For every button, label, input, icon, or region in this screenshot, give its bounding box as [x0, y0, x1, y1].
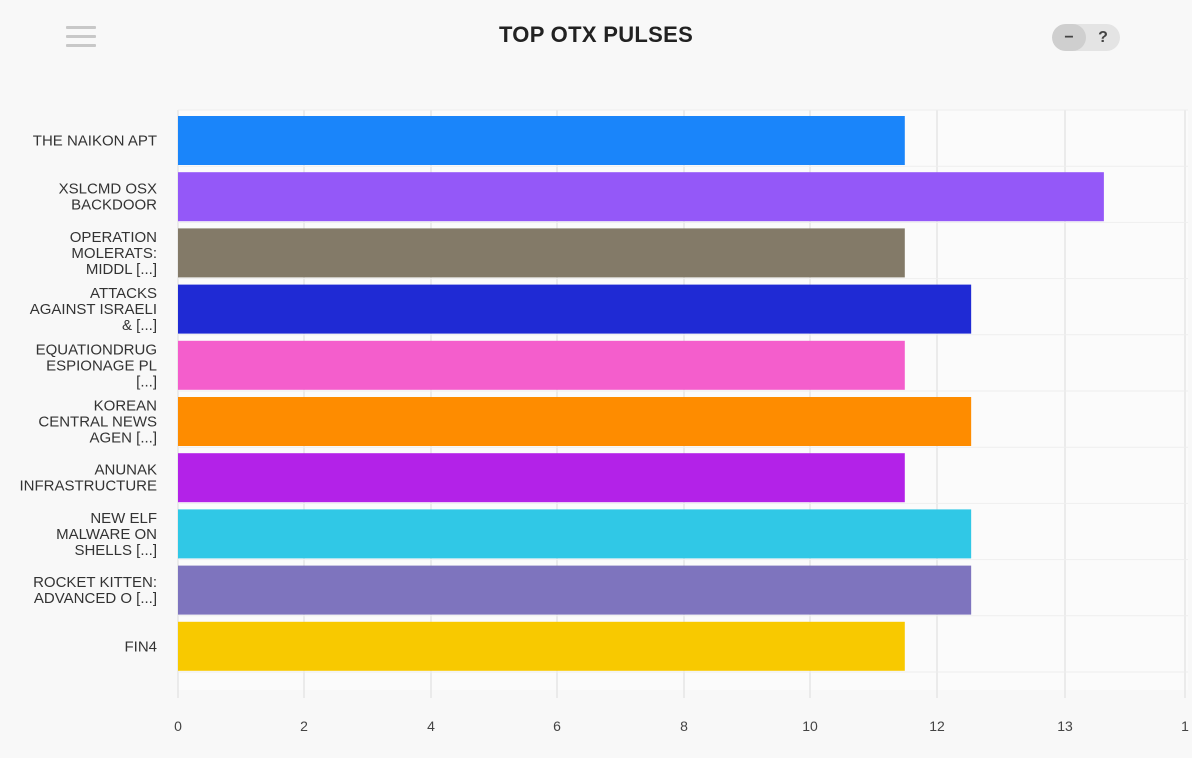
bar[interactable] [178, 453, 905, 503]
bar[interactable] [178, 172, 1104, 222]
chart-title: TOP OTX PULSES [498, 22, 694, 47]
bar[interactable] [178, 565, 972, 615]
bar[interactable] [178, 284, 972, 334]
category-label-line: OPERATION [70, 229, 157, 246]
category-label-line: FIN4 [124, 638, 157, 655]
category-label-line: MALWARE ON [56, 526, 157, 543]
hamburger-icon-line [66, 35, 96, 38]
category-label-line: MIDDL [...] [86, 261, 157, 278]
category-label: NEW ELF MALWARE ON SHELLS [...] [56, 510, 157, 559]
x-tick-label: 12 [929, 718, 945, 734]
x-tick-label: 4 [427, 718, 435, 734]
category-label-line: NEW ELF [90, 510, 157, 527]
category-label: ANUNAK INFRASTRUCTURE [20, 462, 158, 495]
category-label-line: [...] [136, 373, 157, 390]
category-label: ROCKET KITTEN: ADVANCED O [...] [33, 574, 157, 607]
category-label-line: AGEN [...] [89, 430, 157, 447]
x-tick-label: 10 [802, 718, 818, 734]
category-label-line: EQUATIONDRUG [36, 341, 157, 358]
category-label-line: MOLERATS: [71, 245, 157, 262]
bar[interactable] [178, 340, 905, 390]
x-tick-label: 6 [553, 718, 561, 734]
category-label: KOREAN CENTRAL NEWS AGEN [...] [38, 398, 157, 447]
category-label: ATTACKS AGAINST ISRAELI & [...] [30, 285, 157, 334]
category-label-line: ESPIONAGE PL [46, 357, 157, 374]
x-tick-label: 1 [1181, 718, 1189, 734]
category-label-line: THE NAIKON APT [33, 133, 157, 150]
minimize-button[interactable]: − [1052, 24, 1086, 51]
bar[interactable] [178, 116, 905, 165]
category-label-line: & [...] [122, 317, 157, 334]
widget-controls: − ? [1052, 24, 1120, 51]
category-label: THE NAIKON APT [33, 133, 157, 150]
category-label: FIN4 [124, 638, 157, 655]
bar[interactable] [178, 397, 972, 446]
hamburger-icon [66, 26, 96, 29]
category-label-line: CENTRAL NEWS [38, 414, 157, 431]
bar[interactable] [178, 621, 905, 671]
category-label-line: XSLCMD OSX [59, 181, 157, 198]
x-tick-label: 2 [300, 718, 308, 734]
bar[interactable] [178, 509, 972, 559]
category-label-line: BACKDOOR [71, 197, 157, 214]
hamburger-icon-line [66, 44, 96, 47]
category-label-line: ANUNAK [94, 462, 157, 479]
category-label-line: ADVANCED O [...] [34, 590, 157, 607]
category-label: XSLCMD OSX BACKDOOR [59, 181, 158, 214]
category-label-line: KOREAN [94, 398, 157, 415]
x-tick-label: 8 [680, 718, 688, 734]
x-tick-label: 13 [1057, 718, 1073, 734]
x-tick-label: 0 [174, 718, 182, 734]
category-label-line: INFRASTRUCTURE [20, 478, 158, 495]
category-label-line: ROCKET KITTEN: [33, 574, 157, 591]
category-label: EQUATIONDRUG ESPIONAGE PL [...] [36, 341, 157, 390]
bar[interactable] [178, 228, 905, 278]
category-label-line: ATTACKS [90, 285, 157, 302]
category-label-line: SHELLS [...] [74, 542, 157, 559]
category-label-line: AGAINST ISRAELI [30, 301, 157, 318]
hamburger-menu-button[interactable] [66, 26, 96, 52]
help-button[interactable]: ? [1098, 28, 1108, 46]
category-label: OPERATION MOLERATS: MIDDL [...] [70, 229, 157, 278]
